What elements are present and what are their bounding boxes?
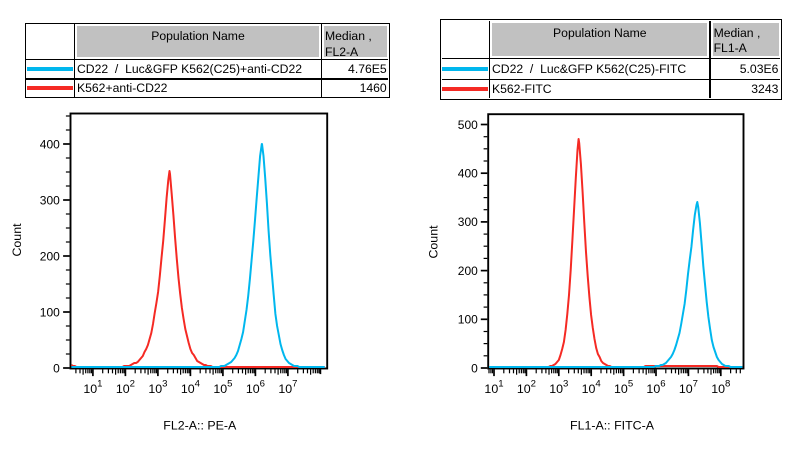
- svg-text:107: 107: [278, 379, 297, 397]
- svg-text:104: 104: [181, 379, 201, 397]
- svg-text:FL2-A:: PE-A: FL2-A:: PE-A: [163, 418, 237, 432]
- svg-text:0: 0: [471, 361, 478, 375]
- svg-text:101: 101: [83, 379, 102, 397]
- svg-text:300: 300: [458, 215, 478, 229]
- svg-text:103: 103: [549, 379, 568, 397]
- svg-text:100: 100: [40, 305, 60, 319]
- svg-text:103: 103: [148, 379, 167, 397]
- svg-text:105: 105: [614, 379, 633, 397]
- svg-text:0: 0: [53, 361, 60, 375]
- svg-text:Count: Count: [426, 225, 440, 259]
- svg-text:400: 400: [458, 167, 478, 181]
- svg-text:100: 100: [458, 313, 478, 327]
- svg-text:105: 105: [213, 379, 232, 397]
- svg-text:106: 106: [246, 379, 265, 397]
- svg-text:102: 102: [116, 379, 135, 397]
- svg-text:300: 300: [40, 193, 60, 207]
- svg-text:102: 102: [517, 379, 536, 397]
- svg-text:FL1-A:: FITC-A: FL1-A:: FITC-A: [570, 418, 655, 432]
- svg-text:400: 400: [40, 137, 60, 151]
- svg-text:108: 108: [711, 379, 730, 397]
- svg-text:106: 106: [646, 379, 665, 397]
- svg-text:500: 500: [458, 118, 478, 132]
- svg-text:200: 200: [458, 264, 478, 278]
- svg-text:101: 101: [484, 379, 503, 397]
- svg-text:Count: Count: [10, 223, 24, 257]
- svg-text:200: 200: [40, 249, 60, 263]
- svg-text:107: 107: [679, 379, 698, 397]
- svg-text:104: 104: [582, 379, 602, 397]
